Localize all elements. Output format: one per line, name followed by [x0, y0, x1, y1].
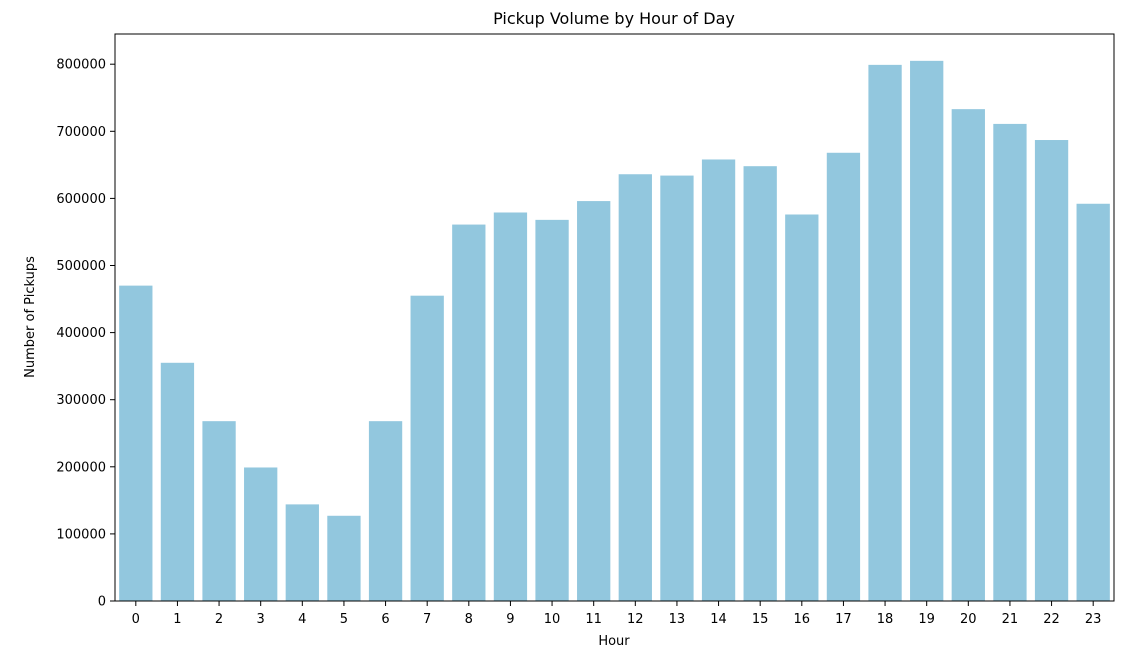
x-tick-label: 8 — [465, 612, 473, 627]
x-tick-label: 20 — [960, 612, 977, 627]
bar-hour-4 — [285, 504, 319, 601]
bar-hour-16 — [785, 214, 819, 601]
x-tick-label: 22 — [1043, 612, 1060, 627]
bar-hour-21 — [993, 123, 1027, 601]
x-tick-label: 16 — [794, 612, 811, 627]
bar-hour-10 — [535, 219, 569, 601]
x-tick-label: 4 — [298, 612, 306, 627]
y-tick-label: 500000 — [56, 259, 106, 274]
y-axis-label: Number of Pickups — [23, 256, 38, 378]
x-tick-label: 0 — [132, 612, 140, 627]
bar-hour-22 — [1034, 140, 1069, 601]
plot-frame — [114, 33, 1115, 602]
bar-hour-1 — [160, 362, 195, 601]
y-tick-label: 200000 — [56, 460, 106, 475]
x-tick-label: 19 — [918, 612, 935, 627]
x-tick-label: 3 — [257, 612, 265, 627]
bar-hour-9 — [493, 212, 528, 602]
bar-hour-12 — [618, 174, 652, 602]
y-tick-label: 600000 — [56, 192, 106, 207]
x-tick-label: 18 — [877, 612, 894, 627]
x-tick-label: 23 — [1085, 612, 1102, 627]
x-tick-label: 11 — [585, 612, 602, 627]
x-axis: 0 1 2 3 4 5 6 7 8 9 10 11 12 13 14 15 16 17 18 19 20 21 22 23 — [132, 601, 1102, 627]
bar-hour-23 — [1076, 203, 1110, 601]
x-axis-label: Hour — [598, 634, 630, 649]
y-axis: 0 100000 200000 300000 400000 500000 600000 700… — [56, 58, 115, 610]
bar-hour-13 — [660, 175, 694, 601]
y-tick-label: 100000 — [56, 527, 106, 542]
x-tick-label: 12 — [627, 612, 644, 627]
bar-hour-0 — [119, 285, 153, 601]
x-tick-label: 14 — [710, 612, 727, 627]
bar-hour-20 — [951, 109, 985, 602]
x-tick-label: 15 — [752, 612, 769, 627]
x-tick-label: 5 — [340, 612, 348, 627]
bar-hour-19 — [910, 60, 944, 601]
y-tick-label: 0 — [98, 595, 106, 610]
bar-hour-17 — [826, 152, 861, 601]
x-tick-label: 7 — [423, 612, 431, 627]
bar-hour-3 — [244, 467, 278, 601]
x-tick-label: 6 — [381, 612, 389, 627]
x-tick-label: 9 — [506, 612, 514, 627]
y-tick-label: 400000 — [56, 326, 106, 341]
bar-hour-7 — [410, 295, 444, 601]
bar-hour-14 — [701, 159, 736, 602]
bars-group — [119, 60, 1110, 602]
bar-hour-15 — [743, 166, 777, 601]
chart-title: Pickup Volume by Hour of Day — [493, 9, 735, 28]
y-tick-label: 700000 — [56, 125, 106, 140]
x-tick-label: 21 — [1002, 612, 1019, 627]
x-tick-label: 17 — [835, 612, 852, 627]
bar-hour-6 — [368, 421, 403, 601]
bar-hour-18 — [868, 64, 902, 602]
y-tick-label: 300000 — [56, 393, 106, 408]
bar-hour-11 — [577, 201, 611, 601]
x-tick-label: 13 — [669, 612, 686, 627]
bar-hour-2 — [202, 421, 236, 601]
x-tick-label: 10 — [544, 612, 561, 627]
x-tick-label: 1 — [173, 612, 181, 627]
bar-hour-5 — [327, 515, 361, 601]
x-tick-label: 2 — [215, 612, 223, 627]
bar-hour-8 — [452, 224, 486, 601]
y-tick-label: 800000 — [56, 58, 106, 73]
